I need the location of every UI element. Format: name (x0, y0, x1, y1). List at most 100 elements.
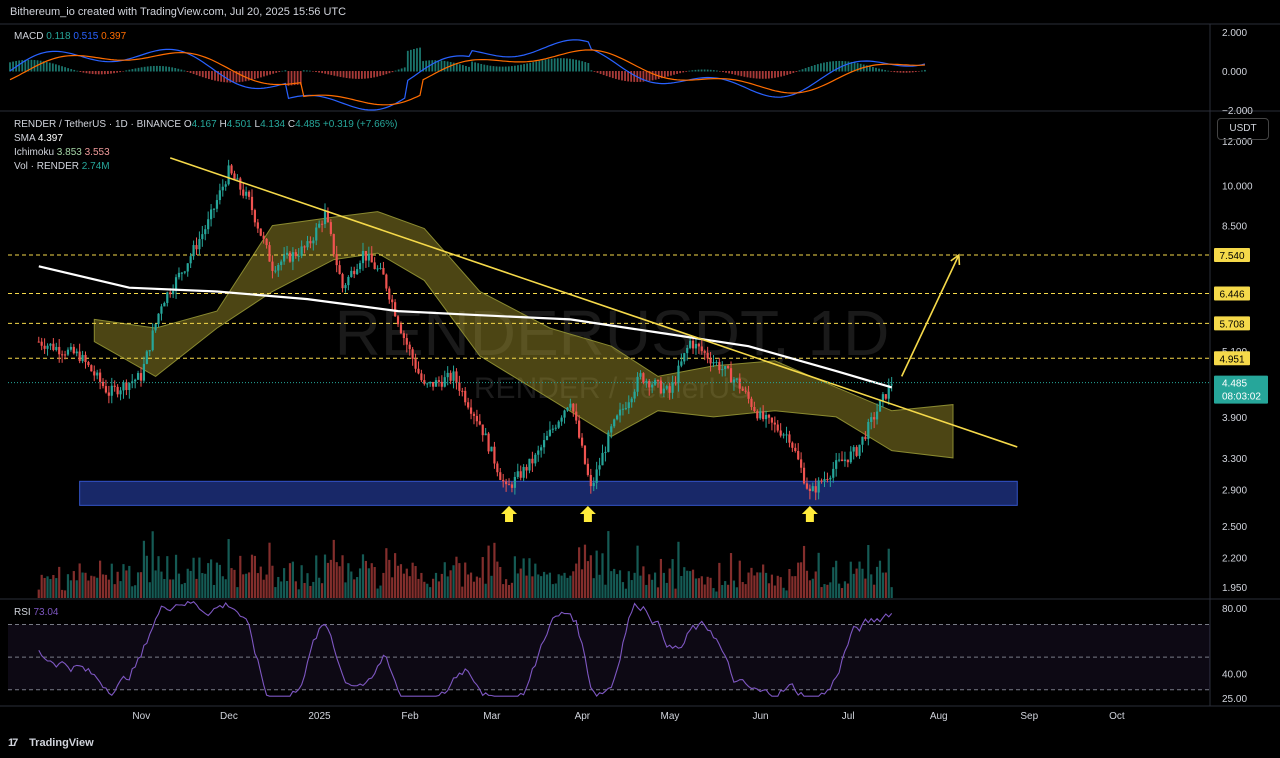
candle-body (356, 269, 359, 275)
candle-body (656, 380, 660, 382)
macd-histogram-bar (706, 69, 709, 72)
volume-bar (423, 581, 426, 598)
volume-bar (145, 555, 148, 598)
candle-body (764, 414, 768, 420)
volume-label[interactable]: Vol · RENDER (14, 161, 80, 172)
volume-bar (613, 568, 616, 598)
candle-body (580, 437, 584, 446)
macd-histogram-bar (388, 71, 391, 74)
candle-body (309, 241, 312, 244)
macd-histogram-bar (639, 71, 642, 82)
candle-body (379, 267, 382, 269)
macd-histogram-bar (823, 62, 825, 72)
volume-bar (174, 554, 178, 598)
macd-histogram-bar (556, 58, 559, 72)
ichimoku-label[interactable]: Ichimoku (14, 147, 55, 158)
volume-bar (545, 574, 549, 598)
macd-histogram-bar (731, 71, 734, 75)
bounce-up-arrow-icon (501, 506, 518, 522)
macd-histogram-bar (140, 67, 143, 72)
macd-legend: MACD 0.118 0.515 0.397 (14, 30, 126, 44)
tradingview-logo[interactable]: 17 TradingView (8, 737, 94, 749)
candle-body (712, 362, 715, 364)
macd-histogram-bar (798, 70, 801, 72)
candle-body (437, 380, 441, 382)
candle-body (107, 392, 110, 396)
candle-body (531, 458, 534, 464)
bounce-up-arrow-icon (579, 506, 596, 522)
volume-bar (636, 545, 639, 598)
macd-histogram-bar (621, 71, 623, 81)
volume-bar (265, 574, 268, 598)
macd-histogram-bar (660, 71, 663, 79)
volume-bar (373, 567, 376, 598)
volume-bar (297, 589, 300, 598)
volume-bar (122, 564, 125, 598)
macd-histogram-bar (829, 61, 831, 72)
candle-body (236, 178, 239, 180)
attribution-bar: Bithereum_io created with TradingView.co… (0, 0, 1280, 24)
volume-bar (764, 572, 768, 598)
level-price-badge-label: 5.708 (1219, 319, 1244, 330)
candle-body (887, 384, 890, 399)
macd-histogram-bar (847, 61, 850, 72)
candle-body (174, 277, 178, 291)
candle-body (686, 347, 689, 354)
candle-body (239, 178, 242, 190)
macd-histogram-bar (725, 71, 727, 73)
volume-bar (101, 574, 105, 598)
rsi-label[interactable]: RSI (14, 607, 31, 618)
candle-body (163, 302, 166, 307)
macd-histogram-bar (657, 71, 660, 79)
candle-body (207, 219, 210, 230)
high-label: H (219, 119, 227, 130)
volume-bar (767, 583, 771, 598)
volume-bar (66, 574, 70, 598)
candle-body (721, 369, 724, 371)
volume-bar (747, 572, 750, 598)
macd-histogram-bar (315, 71, 317, 73)
macd-histogram-bar (312, 71, 314, 72)
macd-histogram-bar (893, 71, 896, 73)
macd-histogram-bar (180, 69, 183, 72)
candle-body (516, 471, 519, 477)
macd-histogram-bar (663, 71, 666, 78)
volume-bar (505, 579, 508, 598)
volume-bar (268, 542, 271, 598)
volume-bar (172, 579, 175, 598)
symbol-title[interactable]: RENDER / TetherUS · 1D · BINANCE (14, 119, 182, 130)
sma-label[interactable]: SMA (14, 133, 36, 144)
candle-body (595, 469, 598, 483)
candle-body (820, 480, 823, 482)
macd-histogram-bar (308, 70, 311, 72)
volume-bar (440, 573, 443, 598)
volume-bar (616, 574, 619, 598)
macd-histogram-bar (633, 71, 636, 82)
macd-histogram-bar (480, 63, 483, 72)
volume-bar (180, 584, 183, 598)
macd-histogram-bar (538, 60, 541, 72)
volume-bar (843, 581, 847, 598)
currency-button[interactable]: USDT (1217, 118, 1269, 140)
candle-body (78, 351, 81, 362)
candle-body (320, 223, 324, 225)
candle-body (297, 255, 300, 257)
macd-histogram-bar (204, 71, 207, 79)
macd-histogram-bar (835, 61, 838, 72)
candle-body (706, 352, 709, 359)
macd-histogram-bar (177, 68, 180, 72)
chart-canvas[interactable]: RENDERUSDT, 1D RENDER / TetherUS 12.000 1… (0, 0, 1280, 730)
macd-histogram-bar (113, 71, 115, 74)
volume-bar (195, 578, 198, 598)
candle-body (540, 447, 543, 451)
candle-body (642, 373, 645, 383)
candle-body (513, 476, 516, 488)
time-axis-label: Mar (483, 711, 501, 722)
candle-body (461, 390, 464, 392)
candle-body (128, 383, 131, 391)
volume-bar (849, 561, 852, 598)
candle-body (659, 380, 663, 394)
rsi-band-fill (8, 624, 1210, 690)
macd-histogram-bar (94, 71, 97, 75)
volume-bar (385, 548, 388, 598)
